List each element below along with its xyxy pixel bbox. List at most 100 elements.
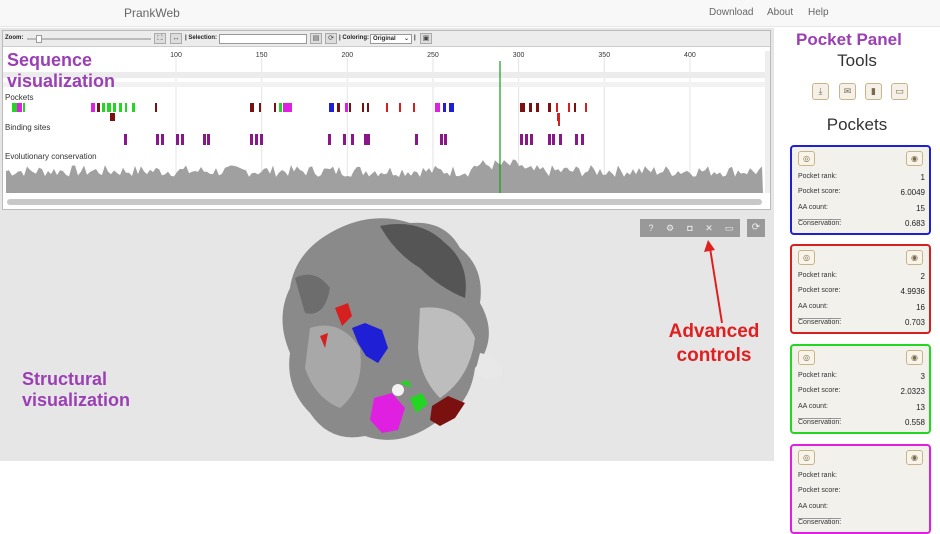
pocket-feature[interactable] xyxy=(520,103,525,112)
binding-site-feature[interactable] xyxy=(552,134,555,145)
pocket-feature[interactable] xyxy=(279,103,282,112)
pocket-card[interactable]: ◎ ◉ Pocket rank: 1 Pocket score: 6.0049 AA cou… xyxy=(790,145,931,235)
binding-site-feature[interactable] xyxy=(367,134,370,145)
binding-site-features[interactable] xyxy=(124,134,584,145)
pocket-feature[interactable] xyxy=(259,103,261,112)
eye-icon[interactable]: ◉ xyxy=(906,250,923,265)
tools-icon[interactable]: ✕ xyxy=(705,223,713,233)
pocket-feature[interactable] xyxy=(119,103,122,112)
binding-site-feature[interactable] xyxy=(250,134,253,145)
eye-icon[interactable]: ◉ xyxy=(906,450,923,465)
nav-about-link[interactable]: About xyxy=(767,7,794,18)
binding-site-feature[interactable] xyxy=(559,134,562,145)
binding-site-feature[interactable] xyxy=(548,134,551,145)
pocket-feature[interactable] xyxy=(557,113,560,121)
protein-structure-view[interactable] xyxy=(270,208,520,458)
pocket-feature[interactable] xyxy=(113,103,116,112)
target-icon[interactable]: ◎ xyxy=(798,350,815,365)
pocket-feature[interactable] xyxy=(362,103,364,112)
pocket-feature[interactable] xyxy=(443,103,446,112)
pocket-1-residues[interactable] xyxy=(352,323,388,363)
nav-help-link[interactable]: Help xyxy=(808,7,829,18)
binding-site-feature[interactable] xyxy=(440,134,443,145)
binding-site-feature[interactable] xyxy=(203,134,206,145)
pocket-feature[interactable] xyxy=(449,103,454,112)
pocket-feature[interactable] xyxy=(556,103,558,112)
pocket-4-residues[interactable] xyxy=(370,393,405,433)
zoom-slider-handle[interactable] xyxy=(36,35,42,43)
refresh-icon[interactable]: ⟳ xyxy=(747,219,765,237)
binding-site-feature[interactable] xyxy=(328,134,331,145)
binding-site-feature[interactable] xyxy=(530,134,533,145)
binding-site-feature[interactable] xyxy=(575,134,578,145)
pocket-card[interactable]: ◎ ◉ Pocket rank: Pocket score: AA count: Cons… xyxy=(790,444,931,534)
pocket-feature[interactable] xyxy=(367,103,369,112)
pocket-feature[interactable] xyxy=(17,103,22,112)
download-icon[interactable]: ⤓ xyxy=(812,83,829,100)
eye-icon[interactable]: ◉ xyxy=(906,350,923,365)
pocket-feature[interactable] xyxy=(558,118,560,126)
binding-site-feature[interactable] xyxy=(181,134,184,145)
pocket-feature[interactable] xyxy=(585,103,587,112)
binding-site-feature[interactable] xyxy=(260,134,263,145)
sequence-tracks[interactable]: 100 150 200 250 300 350 400 Pockets Binding si… xyxy=(3,48,770,198)
pocket-feature[interactable] xyxy=(12,103,17,112)
pocket-feature[interactable] xyxy=(102,103,105,112)
pocket-features[interactable] xyxy=(12,103,587,126)
pocket-feature[interactable] xyxy=(250,103,254,112)
binding-site-feature[interactable] xyxy=(124,134,127,145)
pocket-feature[interactable] xyxy=(97,103,100,112)
pocket-2-residues[interactable] xyxy=(320,303,352,348)
save-selection-icon[interactable]: ▤ xyxy=(310,33,322,44)
pocket-feature[interactable] xyxy=(125,103,127,112)
pocket-3-residues[interactable] xyxy=(400,380,428,413)
fit-icon[interactable]: ⛶ xyxy=(154,33,166,44)
pocket-feature[interactable] xyxy=(529,103,532,112)
binding-site-feature[interactable] xyxy=(520,134,523,145)
eye-icon[interactable]: ◉ xyxy=(906,151,923,166)
pocket-card[interactable]: ◎ ◉ Pocket rank: 2 Pocket score: 4.9936 AA cou… xyxy=(790,244,931,334)
pocket-feature[interactable] xyxy=(536,103,539,112)
pocket-feature[interactable] xyxy=(91,103,95,112)
pocket-feature[interactable] xyxy=(548,103,551,112)
pocket-feature[interactable] xyxy=(413,103,415,112)
pocket-feature[interactable] xyxy=(568,103,570,112)
coloring-select[interactable]: Original ⌄ xyxy=(370,34,412,44)
binding-site-feature[interactable] xyxy=(255,134,258,145)
pocket-feature[interactable] xyxy=(155,103,157,112)
gear-icon[interactable]: ⚙ xyxy=(665,223,675,233)
binding-site-feature[interactable] xyxy=(415,134,418,145)
pocket-feature[interactable] xyxy=(386,103,388,112)
vertical-scrollbar[interactable] xyxy=(765,51,770,193)
pocket-feature[interactable] xyxy=(345,103,348,112)
pocket-feature[interactable] xyxy=(574,103,576,112)
target-icon[interactable]: ◎ xyxy=(798,151,815,166)
pocket-residues-dark-red[interactable] xyxy=(430,396,465,426)
pocket-feature[interactable] xyxy=(435,103,440,112)
window-icon[interactable]: ▭ xyxy=(724,223,734,233)
pocket-feature[interactable] xyxy=(110,113,115,121)
horizontal-scrollbar[interactable] xyxy=(7,199,762,205)
pocket-feature[interactable] xyxy=(23,103,25,112)
binding-site-feature[interactable] xyxy=(156,134,159,145)
pocket-feature[interactable] xyxy=(329,103,334,112)
target-icon[interactable]: ◎ xyxy=(798,450,815,465)
mail-icon[interactable]: ✉ xyxy=(839,83,856,100)
image-export-icon[interactable]: ▣ xyxy=(420,33,432,44)
binding-site-feature[interactable] xyxy=(351,134,354,145)
clipboard-icon[interactable]: ▮ xyxy=(865,83,882,100)
zoom-slider[interactable] xyxy=(27,38,151,40)
binding-site-feature[interactable] xyxy=(364,134,367,145)
pocket-feature[interactable] xyxy=(274,103,276,112)
binding-site-feature[interactable] xyxy=(161,134,164,145)
binding-site-feature[interactable] xyxy=(581,134,584,145)
pocket-feature[interactable] xyxy=(283,103,292,112)
binding-site-feature[interactable] xyxy=(207,134,210,145)
camera-icon[interactable]: ◘ xyxy=(687,223,693,233)
binding-site-feature[interactable] xyxy=(444,134,447,145)
expand-horizontal-icon[interactable]: ↔ xyxy=(170,33,182,44)
pocket-feature[interactable] xyxy=(349,103,351,112)
brand-logo[interactable]: PrankWeb xyxy=(124,6,180,20)
selection-input[interactable] xyxy=(219,34,307,44)
binding-site-feature[interactable] xyxy=(176,134,179,145)
